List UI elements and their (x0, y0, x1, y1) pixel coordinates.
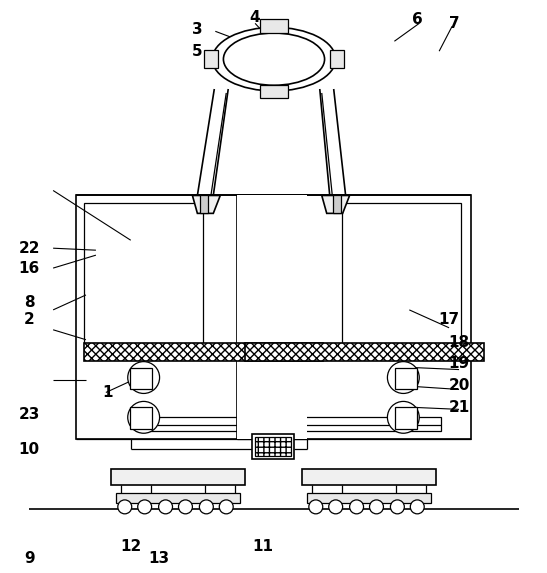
Bar (245, 203, 289, 341)
Text: 5: 5 (192, 44, 203, 58)
Text: 10: 10 (19, 442, 40, 457)
Text: 18: 18 (449, 335, 470, 350)
Bar (237, 195, 307, 439)
Ellipse shape (159, 500, 172, 514)
Bar (395, 368, 417, 390)
Bar (297, 417, 441, 431)
Ellipse shape (309, 500, 323, 514)
Bar (136, 417, 280, 431)
Bar (307, 493, 431, 503)
Ellipse shape (329, 500, 342, 514)
Text: 21: 21 (449, 400, 470, 415)
Text: 6: 6 (412, 12, 423, 27)
Text: 9: 9 (24, 551, 34, 566)
Ellipse shape (138, 500, 152, 514)
Bar (76, 195, 307, 439)
Bar (255, 203, 299, 341)
Bar (130, 368, 152, 390)
Bar (84, 343, 323, 360)
Bar (252, 434, 294, 459)
Ellipse shape (212, 28, 336, 91)
Ellipse shape (128, 362, 160, 394)
Ellipse shape (128, 402, 160, 433)
Polygon shape (322, 195, 350, 213)
Ellipse shape (219, 500, 233, 514)
Bar (302, 469, 436, 485)
Text: 7: 7 (449, 16, 459, 31)
Ellipse shape (387, 362, 419, 394)
Bar (116, 493, 240, 503)
Bar (260, 85, 288, 98)
Text: 13: 13 (148, 551, 169, 566)
Text: 19: 19 (449, 356, 470, 371)
Text: 8: 8 (24, 296, 34, 311)
Text: 11: 11 (253, 539, 274, 554)
Bar (205, 50, 218, 68)
Text: 16: 16 (19, 261, 40, 276)
Bar (255, 437, 291, 456)
Text: 17: 17 (439, 312, 459, 327)
Ellipse shape (391, 500, 404, 514)
Bar (245, 203, 289, 417)
Bar (342, 203, 461, 348)
Ellipse shape (178, 500, 193, 514)
Text: 1: 1 (103, 385, 113, 400)
Bar (130, 407, 152, 429)
Text: 3: 3 (192, 22, 203, 37)
Bar (237, 195, 471, 439)
Bar (260, 19, 288, 33)
Ellipse shape (199, 500, 213, 514)
Text: 4: 4 (250, 10, 260, 25)
Bar (333, 195, 341, 213)
Ellipse shape (223, 33, 324, 85)
Bar (111, 469, 245, 485)
Ellipse shape (387, 402, 419, 433)
Text: 23: 23 (19, 407, 40, 422)
Bar (395, 407, 417, 429)
Bar (330, 50, 344, 68)
Bar (245, 343, 484, 360)
Bar (200, 195, 208, 213)
Bar (84, 203, 203, 348)
Ellipse shape (370, 500, 383, 514)
Text: 12: 12 (120, 539, 141, 554)
Ellipse shape (350, 500, 364, 514)
Text: 2: 2 (24, 312, 34, 327)
Text: 22: 22 (19, 241, 40, 256)
Text: 20: 20 (449, 378, 470, 393)
Ellipse shape (118, 500, 132, 514)
Ellipse shape (410, 500, 424, 514)
Bar (248, 203, 292, 417)
Polygon shape (193, 195, 220, 213)
